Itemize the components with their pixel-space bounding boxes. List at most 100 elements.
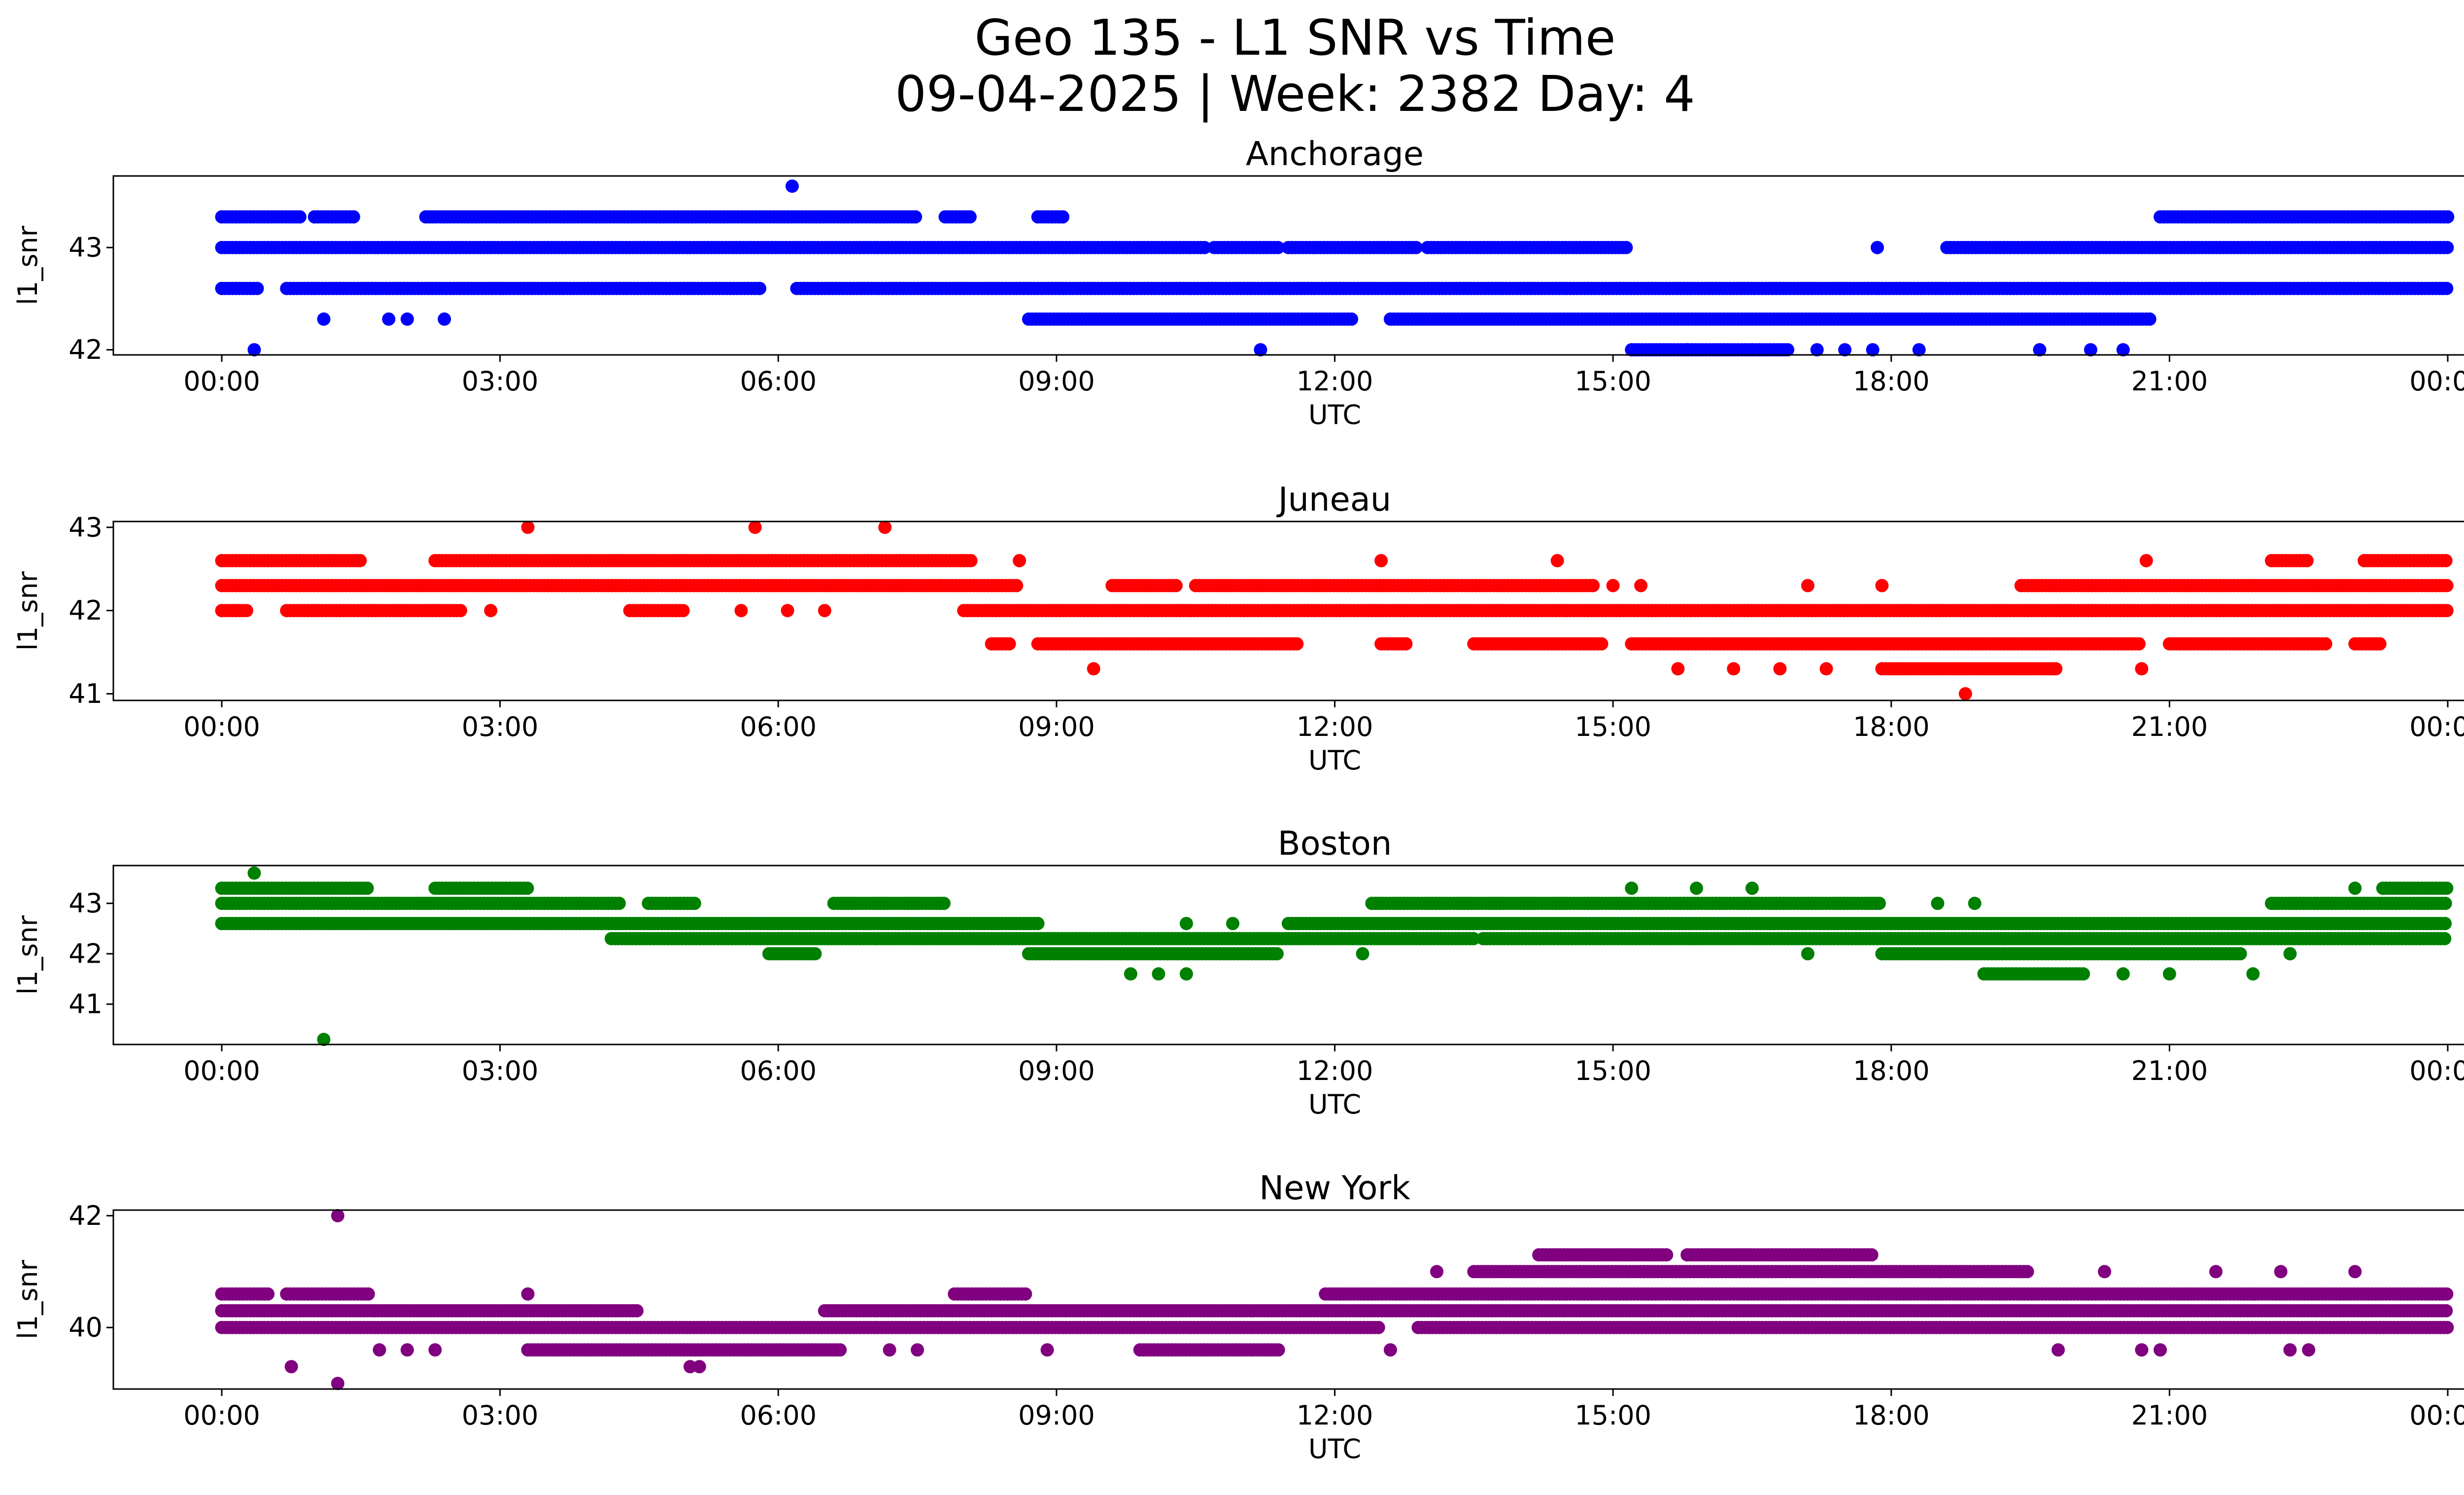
data-point [2438,917,2452,931]
data-point [293,210,307,224]
y-tick-label: 42 [68,595,103,626]
data-point [1958,687,1972,700]
x-tick-label: 12:00 [1297,366,1373,397]
panel-title-juneau: Juneau [1276,480,1391,519]
data-point [2440,281,2454,295]
x-tick-label: 18:00 [1853,366,1930,397]
data-point [1087,662,1100,676]
data-point [521,521,535,534]
data-point [1056,210,1070,224]
data-point [1271,241,1285,254]
x-tick-label: 00:00 [183,366,260,397]
y-tick-label: 43 [68,232,103,263]
data-point [1872,897,1886,910]
y-tick-label: 42 [68,334,103,365]
data-point [786,179,799,193]
data-point [2373,637,2387,651]
data-point [360,881,374,895]
x-axis-label: UTC [1308,399,1361,430]
data-point [1374,554,1388,567]
data-point [1031,917,1045,931]
y-tick-label: 41 [68,678,103,709]
data-point [454,604,467,618]
data-point [1871,241,1884,254]
x-tick-label: 21:00 [2131,711,2208,742]
x-tick-label: 18:00 [1853,711,1930,742]
data-point [2440,881,2454,895]
chart-title-line-1: Geo 135 - L1 SNR vs Time [975,9,1616,67]
data-point [748,521,762,534]
x-tick-label: 00:00 [2409,366,2464,397]
data-point [1819,662,1833,676]
data-point [963,210,977,224]
data-point [1727,662,1741,676]
data-point [964,554,978,567]
data-point [1409,241,1423,254]
x-tick-label: 12:00 [1297,711,1373,742]
x-tick-label: 21:00 [2131,366,2208,397]
scatter-series-juneau [215,521,2454,700]
x-axis-label: UTC [1308,745,1361,776]
x-tick-label: 03:00 [462,366,539,397]
x-tick-label: 15:00 [1574,366,1651,397]
x-tick-label: 09:00 [1018,366,1095,397]
data-point [878,521,892,534]
data-point [1345,312,1359,326]
data-point [2438,932,2452,945]
chart-title-line-2: 09-04-2025 | Week: 2382 Day: 4 [895,65,1695,123]
panel-title-boston: Boston [1278,824,1392,863]
data-point [317,312,331,326]
x-tick-label: 06:00 [740,366,817,397]
data-point [1606,579,1620,592]
data-point [1586,579,1600,592]
data-point [353,554,367,567]
data-point [818,604,831,618]
y-axis-label: l1_snr [12,571,43,651]
data-point [2135,662,2149,676]
data-point [781,604,794,618]
data-point [2439,554,2453,567]
data-point [1634,579,1648,592]
data-point [937,897,951,910]
data-point [1169,579,1183,592]
data-point [400,312,414,326]
x-tick-label: 00:00 [183,711,260,742]
x-tick-label: 09:00 [1018,711,1095,742]
data-point [612,897,626,910]
data-point [1399,637,1413,651]
data-point [2300,554,2314,567]
data-point [2440,579,2454,592]
data-point [2438,897,2452,910]
data-point [2143,312,2156,326]
data-point [2139,554,2153,567]
data-point [438,312,451,326]
data-point [1773,662,1787,676]
x-tick-label: 03:00 [462,711,539,742]
y-tick-label: 43 [68,512,103,543]
data-point [687,897,701,910]
x-tick-label: 15:00 [1574,711,1651,742]
data-point [484,604,498,618]
data-point [753,281,767,295]
data-point [1198,241,1211,254]
data-point [2132,637,2146,651]
data-point [1619,241,1633,254]
data-point [240,604,253,618]
scatter-series-anchorage [215,179,2455,357]
data-point [1801,579,1814,592]
data-point [382,312,396,326]
data-point [250,281,264,295]
data-point [676,604,690,618]
data-point [2049,662,2063,676]
plot-frame-anchorage [112,175,2464,356]
data-point [1013,554,1027,567]
data-point [2440,241,2454,254]
data-point [2441,210,2455,224]
data-point [1002,637,1016,651]
data-point [1550,554,1564,567]
